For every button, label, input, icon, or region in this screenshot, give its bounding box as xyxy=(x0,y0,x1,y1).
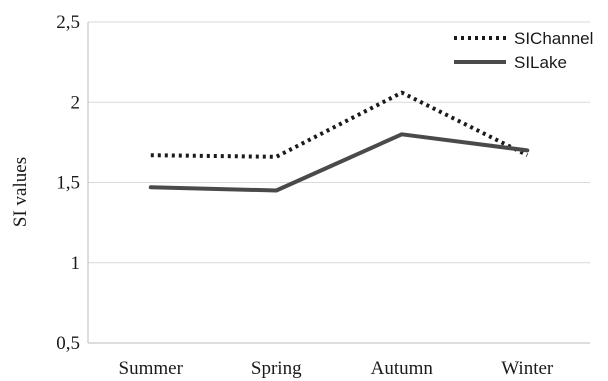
legend: SIChannel SILake xyxy=(454,29,593,72)
x-tick-label: Winter xyxy=(501,358,554,379)
x-axis: Summer Spring Autumn Winter xyxy=(119,358,554,379)
x-tick-label: Summer xyxy=(119,358,184,379)
legend-label: SILake xyxy=(514,53,567,72)
series-lines xyxy=(148,90,530,193)
y-tick-label: 2,5 xyxy=(56,12,80,33)
y-tick-label: 2 xyxy=(71,92,81,113)
x-tick-label: Autumn xyxy=(371,358,434,379)
y-tick-label: 1 xyxy=(71,253,81,274)
series-line-silake xyxy=(148,132,530,193)
series-line-sichannel xyxy=(150,90,529,159)
gridlines xyxy=(88,21,590,344)
y-tick-label: 1,5 xyxy=(56,173,80,194)
legend-label: SIChannel xyxy=(514,29,593,48)
x-tick-label: Spring xyxy=(251,358,302,379)
y-axis: 0,5 1 1,5 2 2,5 xyxy=(56,12,89,354)
y-axis-title: SI values xyxy=(10,157,31,227)
y-tick-label: 0,5 xyxy=(56,333,80,354)
